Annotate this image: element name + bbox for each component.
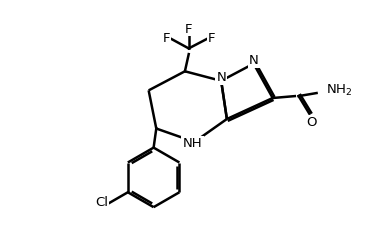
Text: NH: NH [183, 137, 202, 150]
Text: F: F [208, 32, 215, 45]
Text: NH$_2$: NH$_2$ [326, 83, 353, 98]
Text: N: N [249, 54, 258, 67]
Text: F: F [163, 32, 170, 45]
Text: O: O [306, 116, 317, 129]
Text: N: N [216, 70, 226, 84]
Text: Cl: Cl [95, 196, 108, 209]
Text: F: F [185, 23, 193, 36]
